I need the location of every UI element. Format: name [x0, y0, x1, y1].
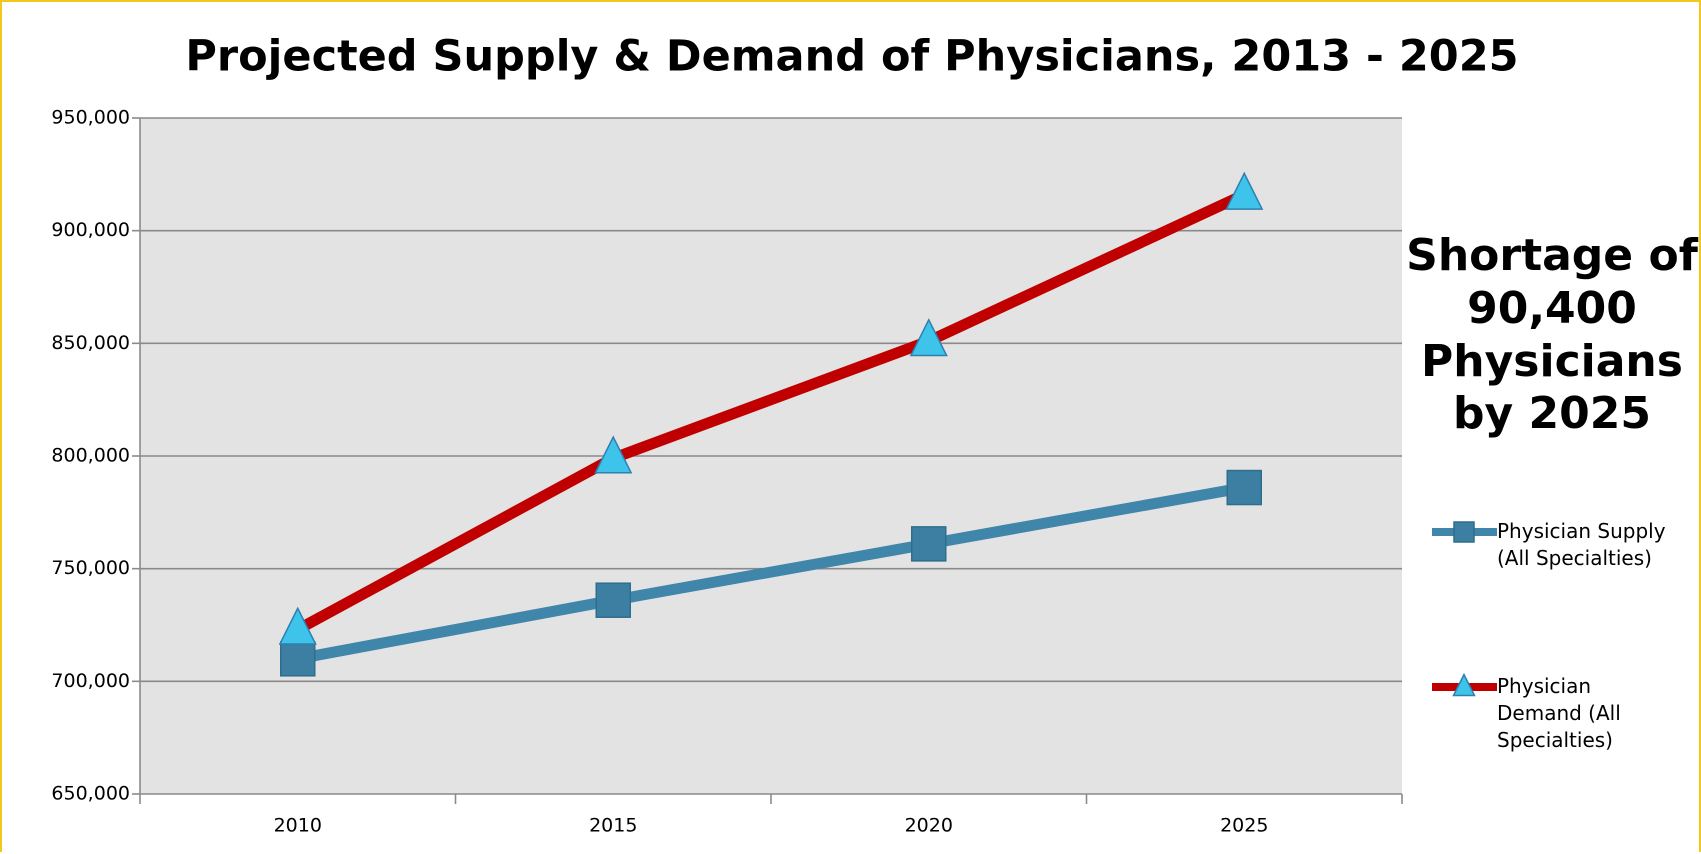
x-tick-label: 2015	[589, 815, 637, 837]
x-tick-label: 2020	[905, 815, 953, 837]
x-tick-label: 2025	[1220, 815, 1268, 837]
y-tick-label: 900,000	[51, 219, 130, 241]
marker	[911, 526, 947, 562]
marker	[909, 318, 948, 357]
legend-label: Physician Demand (All Specialties)	[1497, 674, 1621, 752]
series-line	[296, 482, 1246, 665]
marker	[280, 641, 316, 677]
y-tick-label: 800,000	[51, 445, 130, 467]
marker	[1453, 521, 1475, 543]
y-tick-label: 750,000	[51, 557, 130, 579]
marker	[594, 435, 633, 474]
chart-title: Projected Supply & Demand of Physicians,…	[185, 32, 1518, 82]
marker	[278, 606, 317, 645]
x-tick-label: 2010	[274, 815, 322, 837]
marker	[595, 582, 631, 618]
legend-label: Physician Supply (All Specialties)	[1497, 519, 1666, 570]
y-tick-label: 650,000	[51, 783, 130, 805]
y-tick-label: 850,000	[51, 332, 130, 354]
marker	[1226, 469, 1262, 506]
marker	[1225, 171, 1264, 210]
y-tick-label: 700,000	[51, 670, 130, 692]
y-tick-label: 950,000	[51, 107, 130, 129]
series-line	[295, 189, 1247, 635]
marker	[1452, 672, 1476, 697]
annotation: Shortage of 90,400 Physicians by 2025	[1406, 230, 1698, 440]
